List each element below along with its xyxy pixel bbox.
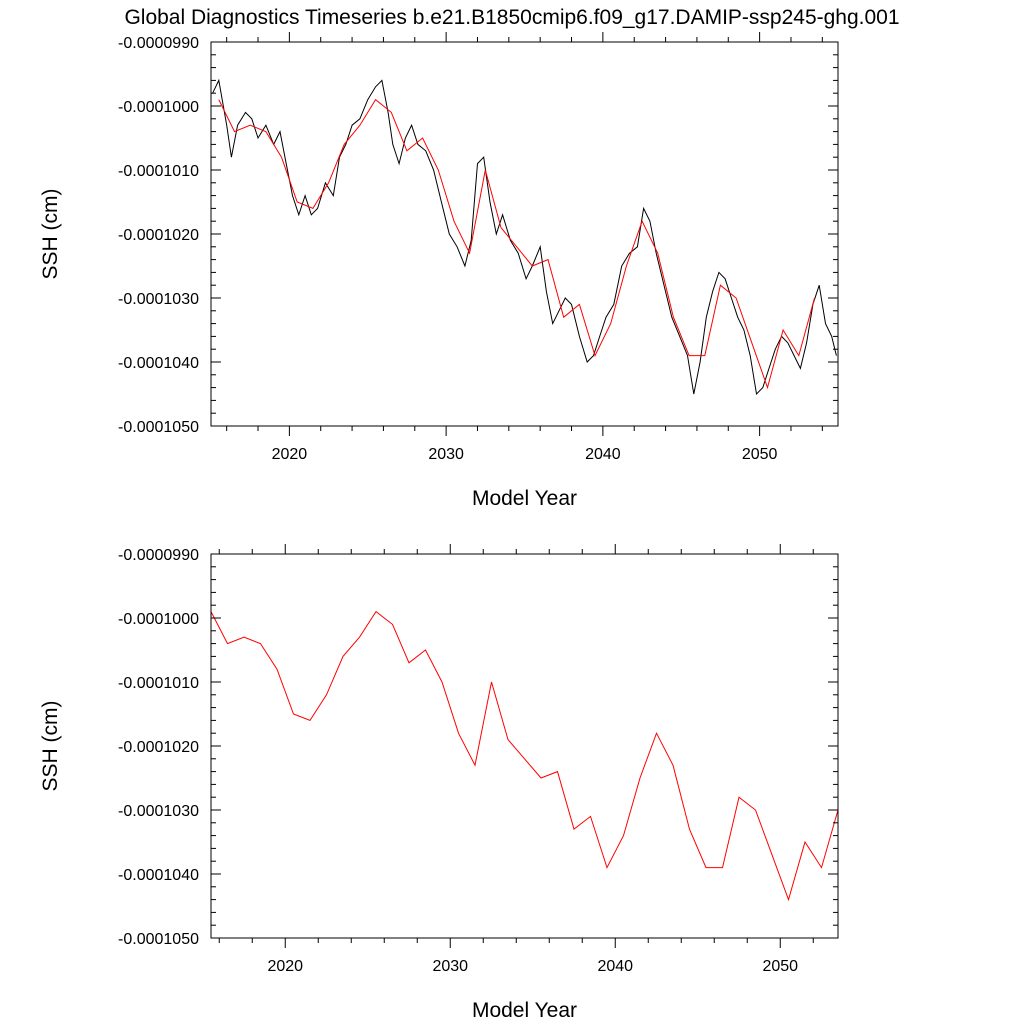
top-series-line-0 [212,78,837,396]
bottom-series-line-0 [210,610,839,902]
top-x-tick-label: 2040 [585,446,621,463]
top-y-axis-label: SSH (cm) [39,189,62,280]
top-y-tick-label: -0.0001050 [118,419,199,436]
top-y-tick-label: -0.0001000 [118,99,199,116]
top-x-axis-label: Model Year [472,487,577,510]
bottom-series-layer [210,610,839,902]
top-label-layer: -0.0000990 -0.0001000 -0.0001010 -0.0001020… [118,35,777,463]
figure-title: Global Diagnostics Timeseries b.e21.B185… [124,6,899,29]
bottom-y-tick-label: -0.0001040 [118,867,199,884]
bottom-y-tick-label: -0.0001010 [118,675,199,692]
top-x-tick-label: 2030 [428,446,464,463]
top-panel: -0.0000990 -0.0001000 -0.0001010 -0.0001020… [39,32,839,510]
bottom-x-tick-label: 2040 [597,958,633,975]
top-y-tick-label: -0.0001030 [118,291,199,308]
top-y-tick-label: -0.0001040 [118,355,199,372]
top-series-line-1 [218,98,815,390]
bottom-plot-frame [210,553,839,939]
bottom-panel: -0.0000990 -0.0001000 -0.0001010 -0.0001020… [39,544,839,1022]
bottom-tick-layer [211,544,838,948]
top-y-tick-label: -0.0000990 [118,35,199,52]
bottom-y-tick-label: -0.0001050 [118,931,199,948]
bottom-x-tick-label: 2050 [762,958,798,975]
bottom-y-tick-label: -0.0001000 [118,611,199,628]
top-x-tick-label: 2020 [272,446,308,463]
top-x-tick-label: 2050 [742,446,778,463]
top-series-layer [212,78,837,396]
bottom-y-tick-label: -0.0001020 [118,739,199,756]
bottom-y-tick-label: -0.0000990 [118,547,199,564]
bottom-y-axis-label: SSH (cm) [39,701,62,792]
top-plot-frame [210,41,839,427]
top-y-tick-label: -0.0001020 [118,227,199,244]
bottom-x-axis-label: Model Year [472,999,577,1022]
bottom-label-layer: -0.0000990 -0.0001000 -0.0001010 -0.0001020… [118,547,798,975]
top-y-tick-label: -0.0001010 [118,163,199,180]
bottom-x-tick-label: 2030 [432,958,468,975]
top-tick-layer [211,32,838,436]
bottom-x-tick-label: 2020 [267,958,303,975]
bottom-y-tick-label: -0.0001030 [118,803,199,820]
